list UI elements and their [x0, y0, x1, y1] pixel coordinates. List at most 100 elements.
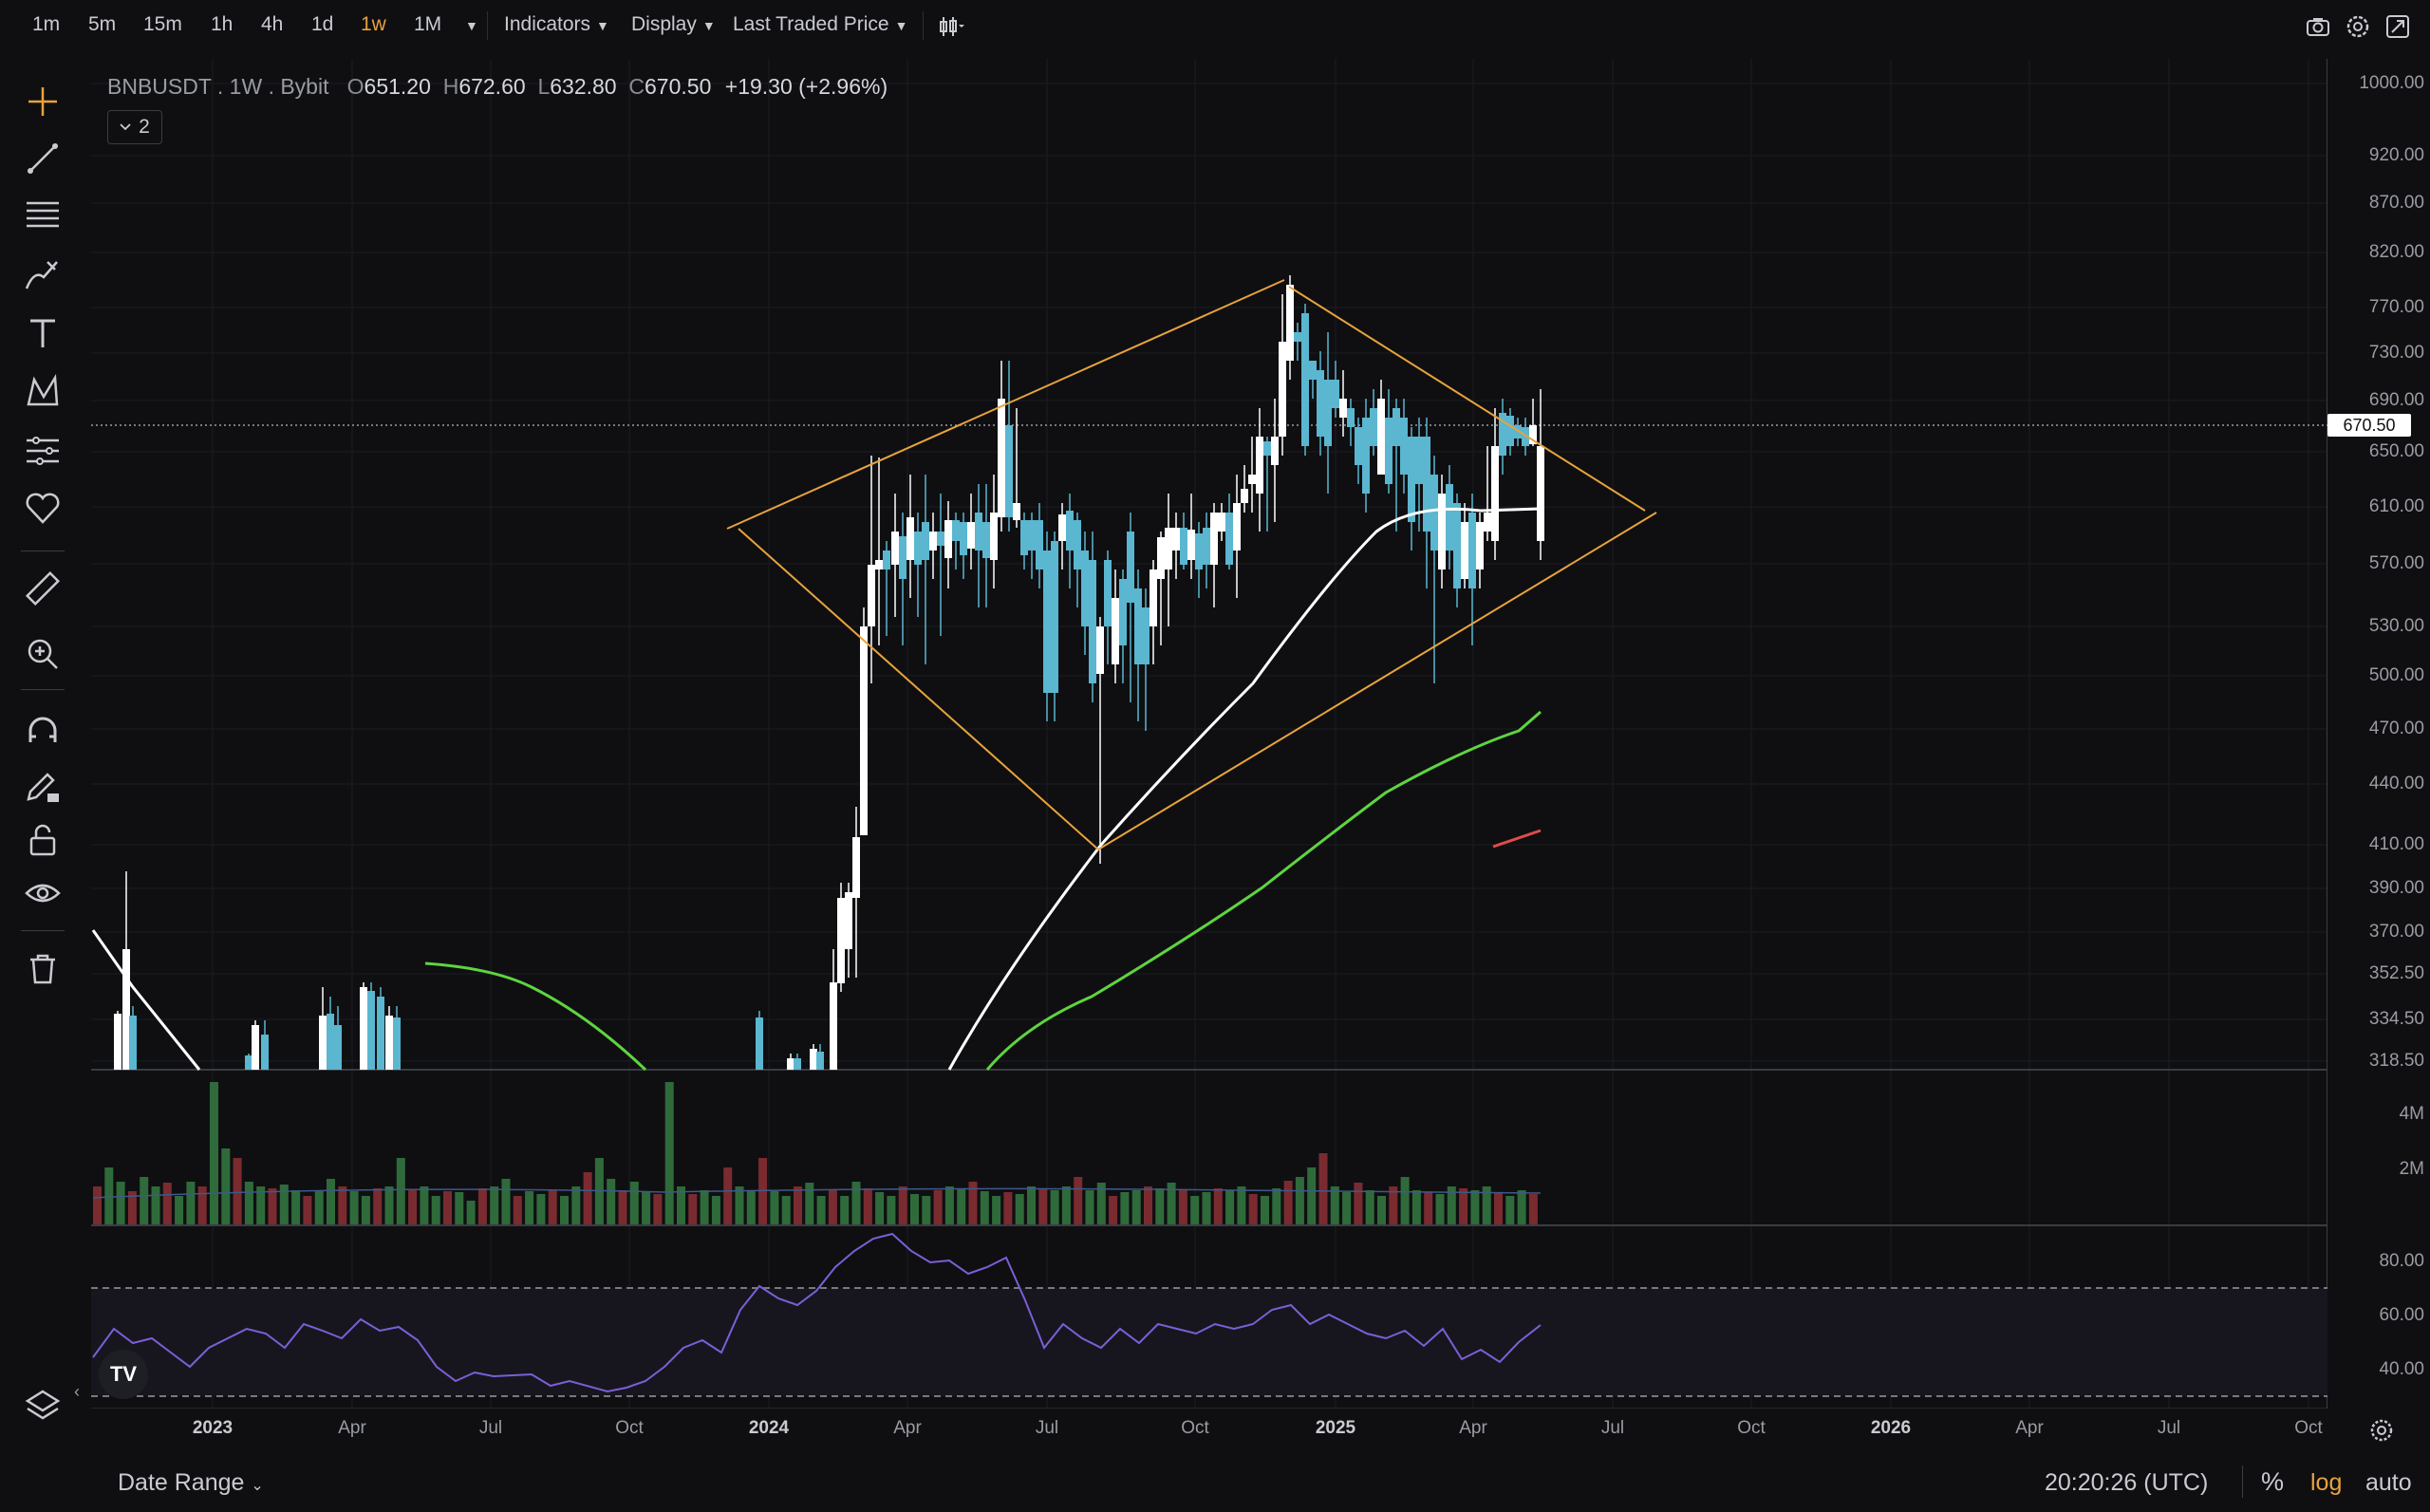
trend-line-icon[interactable]	[23, 139, 63, 178]
trash-icon[interactable]	[23, 949, 63, 989]
fib-icon[interactable]	[23, 196, 63, 235]
candle-body	[1446, 484, 1453, 551]
legend-symbol[interactable]: BNBUSDT	[107, 74, 212, 99]
candle-body	[393, 1017, 401, 1070]
candle-body	[1370, 408, 1377, 446]
timeframe-1d[interactable]: 1d	[311, 13, 334, 35]
volume-bar	[1131, 1190, 1141, 1224]
price-axis-label: 1000.00	[2359, 73, 2424, 93]
indicators-menu[interactable]: Indicators ▼	[504, 13, 609, 36]
log-scale-toggle[interactable]: log	[2310, 1469, 2343, 1496]
low-value: 632.80	[550, 74, 617, 99]
volume-bar	[1435, 1194, 1445, 1224]
volume-bar	[279, 1185, 289, 1224]
time-axis-label: Oct	[1737, 1418, 1766, 1438]
price-axis-label: 318.50	[2368, 1051, 2424, 1071]
price-chart[interactable]	[91, 59, 2327, 1409]
ruler-icon[interactable]	[23, 569, 63, 609]
indicators-collapse-button[interactable]: 2	[107, 110, 162, 144]
forecast-icon[interactable]	[23, 431, 63, 471]
crosshair-icon[interactable]	[23, 82, 63, 121]
lock-draw-icon[interactable]	[23, 767, 63, 807]
volume-bar	[1318, 1153, 1328, 1224]
timeframe-1h[interactable]: 1h	[211, 13, 234, 35]
candle-body	[1309, 361, 1317, 380]
text-icon[interactable]	[23, 313, 63, 353]
fullscreen-icon[interactable]	[2384, 13, 2411, 40]
magnet-icon[interactable]	[23, 714, 63, 754]
time-axis-label: Apr	[1459, 1418, 1487, 1438]
settings-icon[interactable]	[2345, 13, 2371, 40]
price-axis-label: 920.00	[2368, 145, 2424, 165]
volume-bar	[116, 1182, 125, 1224]
price-axis-label: 650.00	[2368, 441, 2424, 461]
zoom-icon[interactable]	[23, 634, 63, 674]
candle-body	[952, 520, 960, 541]
price-axis-label: 470.00	[2368, 719, 2424, 738]
volume-bar	[992, 1196, 1001, 1224]
rsi-pane	[91, 1232, 2327, 1397]
top-toolbar: 1m 5m 15m 1h 4h 1d 1w 1M ▼ Indicators ▼ D…	[0, 0, 2430, 53]
drawing-toolbar	[0, 53, 87, 1512]
volume-bar	[968, 1182, 978, 1224]
chart-type-icon[interactable]	[938, 13, 964, 40]
candle-body	[937, 532, 944, 546]
brush-icon[interactable]	[23, 254, 63, 294]
volume-bar	[455, 1192, 464, 1224]
volume-bar	[957, 1188, 966, 1224]
candle-body	[1332, 380, 1339, 408]
price-axis-label: 500.00	[2368, 665, 2424, 685]
price-axis-label: 690.00	[2368, 390, 2424, 410]
timeframe-5m[interactable]: 5m	[88, 13, 117, 35]
timeframe-15m[interactable]: 15m	[143, 13, 182, 35]
layers-icon[interactable]	[23, 1386, 63, 1426]
collapse-sidebar-icon[interactable]: ‹	[74, 1382, 80, 1401]
volume-bar	[607, 1179, 616, 1224]
rsi-axis-label: 60.00	[2379, 1305, 2424, 1325]
percent-scale-toggle[interactable]: %	[2261, 1467, 2285, 1496]
volume-bar	[314, 1191, 324, 1224]
volume-bar	[443, 1191, 452, 1224]
volume-bar	[583, 1172, 592, 1224]
eye-icon[interactable]	[23, 873, 63, 913]
ma-white-line	[91, 507, 1542, 1071]
candle-body	[1408, 437, 1415, 522]
candle-body	[1218, 513, 1225, 532]
timeframe-1m[interactable]: 1m	[32, 13, 61, 35]
timeframe-1w[interactable]: 1w	[361, 13, 386, 35]
candle-body	[1317, 370, 1324, 437]
time-axis-label: 2024	[748, 1418, 790, 1438]
display-menu[interactable]: Display ▼	[631, 13, 716, 36]
axis-settings-icon[interactable]	[2367, 1416, 2396, 1445]
utc-clock[interactable]: 20:20:26 (UTC)	[2045, 1469, 2209, 1496]
volume-bar	[711, 1196, 720, 1224]
candle-body	[1514, 425, 1522, 439]
lock-icon[interactable]	[23, 820, 63, 860]
timeframe-1M[interactable]: 1M	[414, 13, 442, 35]
price-type-menu[interactable]: Last Traded Price ▼	[733, 13, 907, 36]
tradingview-logo[interactable]: TV	[99, 1350, 148, 1399]
low-label: L	[537, 74, 551, 99]
time-axis-label: Jul	[2157, 1418, 2181, 1438]
price-axis-label: 820.00	[2368, 242, 2424, 262]
camera-icon[interactable]	[2305, 13, 2331, 40]
current-price-label: 670.50	[2327, 414, 2411, 437]
volume-bar	[1237, 1186, 1246, 1224]
candle-body	[907, 517, 914, 560]
pattern-icon[interactable]	[23, 372, 63, 412]
candle-body	[891, 532, 899, 565]
candle-body	[860, 626, 868, 835]
auto-scale-toggle[interactable]: auto	[2365, 1469, 2412, 1496]
candle-body	[252, 1025, 259, 1070]
volume-bar	[677, 1186, 685, 1224]
candle-body	[1225, 513, 1233, 565]
candle-body	[990, 513, 998, 560]
timeframe-more-button[interactable]: ▼	[459, 13, 478, 36]
candle-body	[367, 991, 375, 1070]
candle-body	[319, 1016, 327, 1070]
date-range-menu[interactable]: Date Range ⌄	[118, 1469, 264, 1497]
favorites-icon[interactable]	[23, 488, 63, 528]
timeframe-4h[interactable]: 4h	[261, 13, 284, 35]
time-axis-label: Oct	[615, 1418, 644, 1438]
volume-bar	[408, 1190, 418, 1224]
